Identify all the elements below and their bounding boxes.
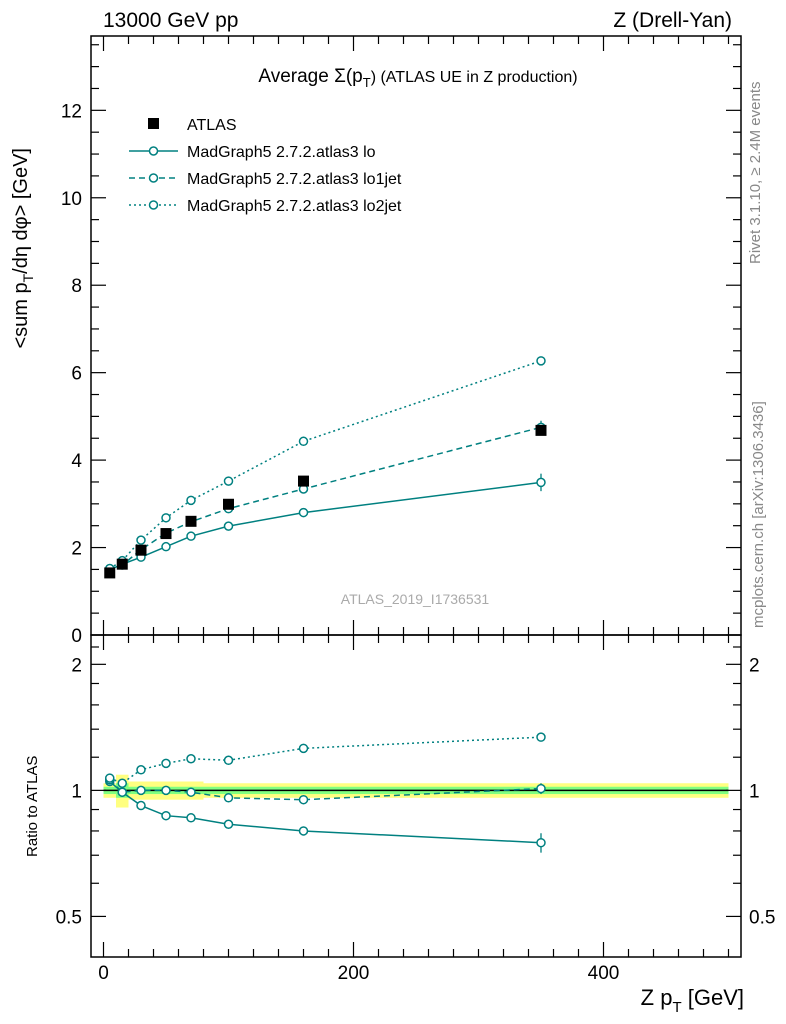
main-mc-series-1-line [109, 481, 542, 571]
ratio-mc-series-2-point [136, 785, 146, 796]
main-mc-series-3-line [109, 360, 542, 570]
main-y-tick-label: 12 [61, 101, 82, 122]
main-mc-series-3-point [161, 513, 171, 523]
ratio-mc-series-1-point [186, 813, 196, 823]
legend-label-3: MadGraph5 2.7.2.atlas3 lo2jet [187, 198, 402, 215]
ratio-mc-series-1-point [161, 810, 171, 821]
main-data-layer [104, 356, 547, 579]
header-process-label: Z (Drell-Yan) [613, 9, 732, 32]
analysis-watermark: ATLAS_2019_I1736531 [341, 591, 490, 607]
ratio-mc-series-3-point [298, 743, 309, 754]
x-tick-label: 400 [588, 963, 620, 984]
ratio-panel: 0.5 0.5 1 1 2 2 0 200 400 Ratio to ATLAS Z pT [… [24, 634, 775, 1016]
main-mc-series-3-point [186, 495, 196, 506]
x-tick-label: 0 [98, 963, 109, 984]
atlas-data-point [185, 515, 197, 527]
legend-marker-3 [148, 200, 159, 210]
main-mc-series-2-line [109, 426, 542, 570]
legend-marker-atlas [148, 118, 159, 129]
ratio-y-tick-label-right: 2 [749, 655, 760, 676]
ratio-mc-series-2-point [298, 794, 309, 805]
main-mc-series-1-point [536, 477, 546, 488]
main-mc-series-1-point [223, 521, 234, 531]
ratio-mc-series-2-point [223, 793, 234, 803]
main-mc-series-3-point [298, 436, 309, 447]
atlas-data-point [160, 528, 172, 540]
ratio-y-tick-label: 2 [71, 655, 82, 676]
legend-label-1: MadGraph5 2.7.2.atlas3 lo [187, 144, 376, 161]
ratio-mc-series-2-point [536, 783, 546, 794]
main-y-axis: 0 2 4 6 8 10 12 [61, 44, 741, 647]
legend-marker-2 [148, 173, 159, 183]
main-y-tick-label: 10 [61, 189, 82, 210]
main-title: Average Σ(pT) (ATLAS UE in Z production) [258, 66, 577, 90]
main-y-axis-label: <sum pT/dη dφ> [GeV] [10, 148, 36, 349]
ratio-mc-series-1-point [536, 837, 546, 848]
ratio-x-axis: 0 200 400 [98, 635, 730, 984]
ratio-mc-series-3-point [117, 778, 127, 788]
x-axis-label: Z pT [GeV] [641, 985, 744, 1016]
legend: ATLAS MadGraph5 2.7.2.atlas3 lo MadGraph5 … [129, 117, 402, 215]
ratio-mc-series-1-point [136, 800, 146, 811]
ratio-mc-series-3-line [109, 736, 542, 785]
ratio-mc-series-3-point [161, 758, 171, 769]
atlas-data-point [223, 498, 234, 510]
ratio-data-layer [103, 732, 729, 853]
ratio-y-tick-label-right: 0.5 [749, 907, 775, 928]
main-mc-series-3-point [536, 356, 546, 366]
x-tick-label: 200 [338, 963, 370, 984]
ratio-y-axis-label: Ratio to ATLAS [24, 756, 41, 857]
legend-label-0: ATLAS [187, 117, 237, 134]
main-mc-series-1-point [161, 541, 171, 552]
mcplots-credit-label: mcplots.cern.ch [arXiv:1306.3436] [750, 401, 767, 628]
main-y-tick-label: 6 [71, 364, 82, 385]
ratio-mc-series-2-point [186, 787, 196, 797]
atlas-data-point [135, 544, 147, 556]
main-y-tick-label: 8 [71, 276, 82, 297]
main-mc-series-3-point [136, 535, 146, 545]
ratio-mc-series-3-point [105, 773, 115, 783]
ratio-y-tick-label: 0.5 [56, 907, 82, 928]
header-collision-label: 13000 GeV pp [103, 9, 238, 32]
legend-label-2: MadGraph5 2.7.2.atlas3 lo1jet [187, 171, 402, 188]
main-x-ticks [102, 36, 730, 635]
atlas-data-point [298, 475, 309, 487]
atlas-data-point [116, 558, 128, 570]
ratio-mc-series-1-point [298, 826, 309, 836]
atlas-data-point [535, 424, 547, 436]
ratio-mc-series-3-point [223, 755, 234, 766]
ratio-y-axis: 0.5 0.5 1 1 2 2 [56, 646, 775, 928]
ratio-mc-series-1-point [223, 819, 234, 830]
ratio-plot-frame [90, 634, 742, 958]
main-mc-series-1-point [186, 531, 196, 541]
main-panel: 0 2 4 6 8 10 12 Average Σ(pT) (ATLAS UE in Z p… [10, 35, 742, 647]
ratio-y-tick-label-right: 1 [749, 781, 760, 802]
ratio-mc-series-2-point [161, 785, 171, 796]
rivet-version-label: Rivet 3.1.10, ≥ 2.4M events [747, 82, 764, 265]
main-mc-series-3-point [223, 476, 234, 486]
legend-marker-1 [148, 146, 159, 156]
atlas-data-point [104, 567, 116, 579]
main-y-tick-label: 0 [71, 626, 82, 647]
ratio-mc-series-2-point [117, 787, 127, 797]
ratio-mc-series-3-point [536, 732, 546, 742]
main-mc-series-1-point [298, 507, 309, 518]
ratio-y-tick-label: 1 [71, 781, 82, 802]
ratio-mc-series-3-point [136, 765, 146, 775]
main-y-tick-label: 2 [71, 539, 82, 560]
ratio-mc-series-3-point [186, 753, 196, 764]
main-y-tick-label: 4 [71, 451, 82, 472]
